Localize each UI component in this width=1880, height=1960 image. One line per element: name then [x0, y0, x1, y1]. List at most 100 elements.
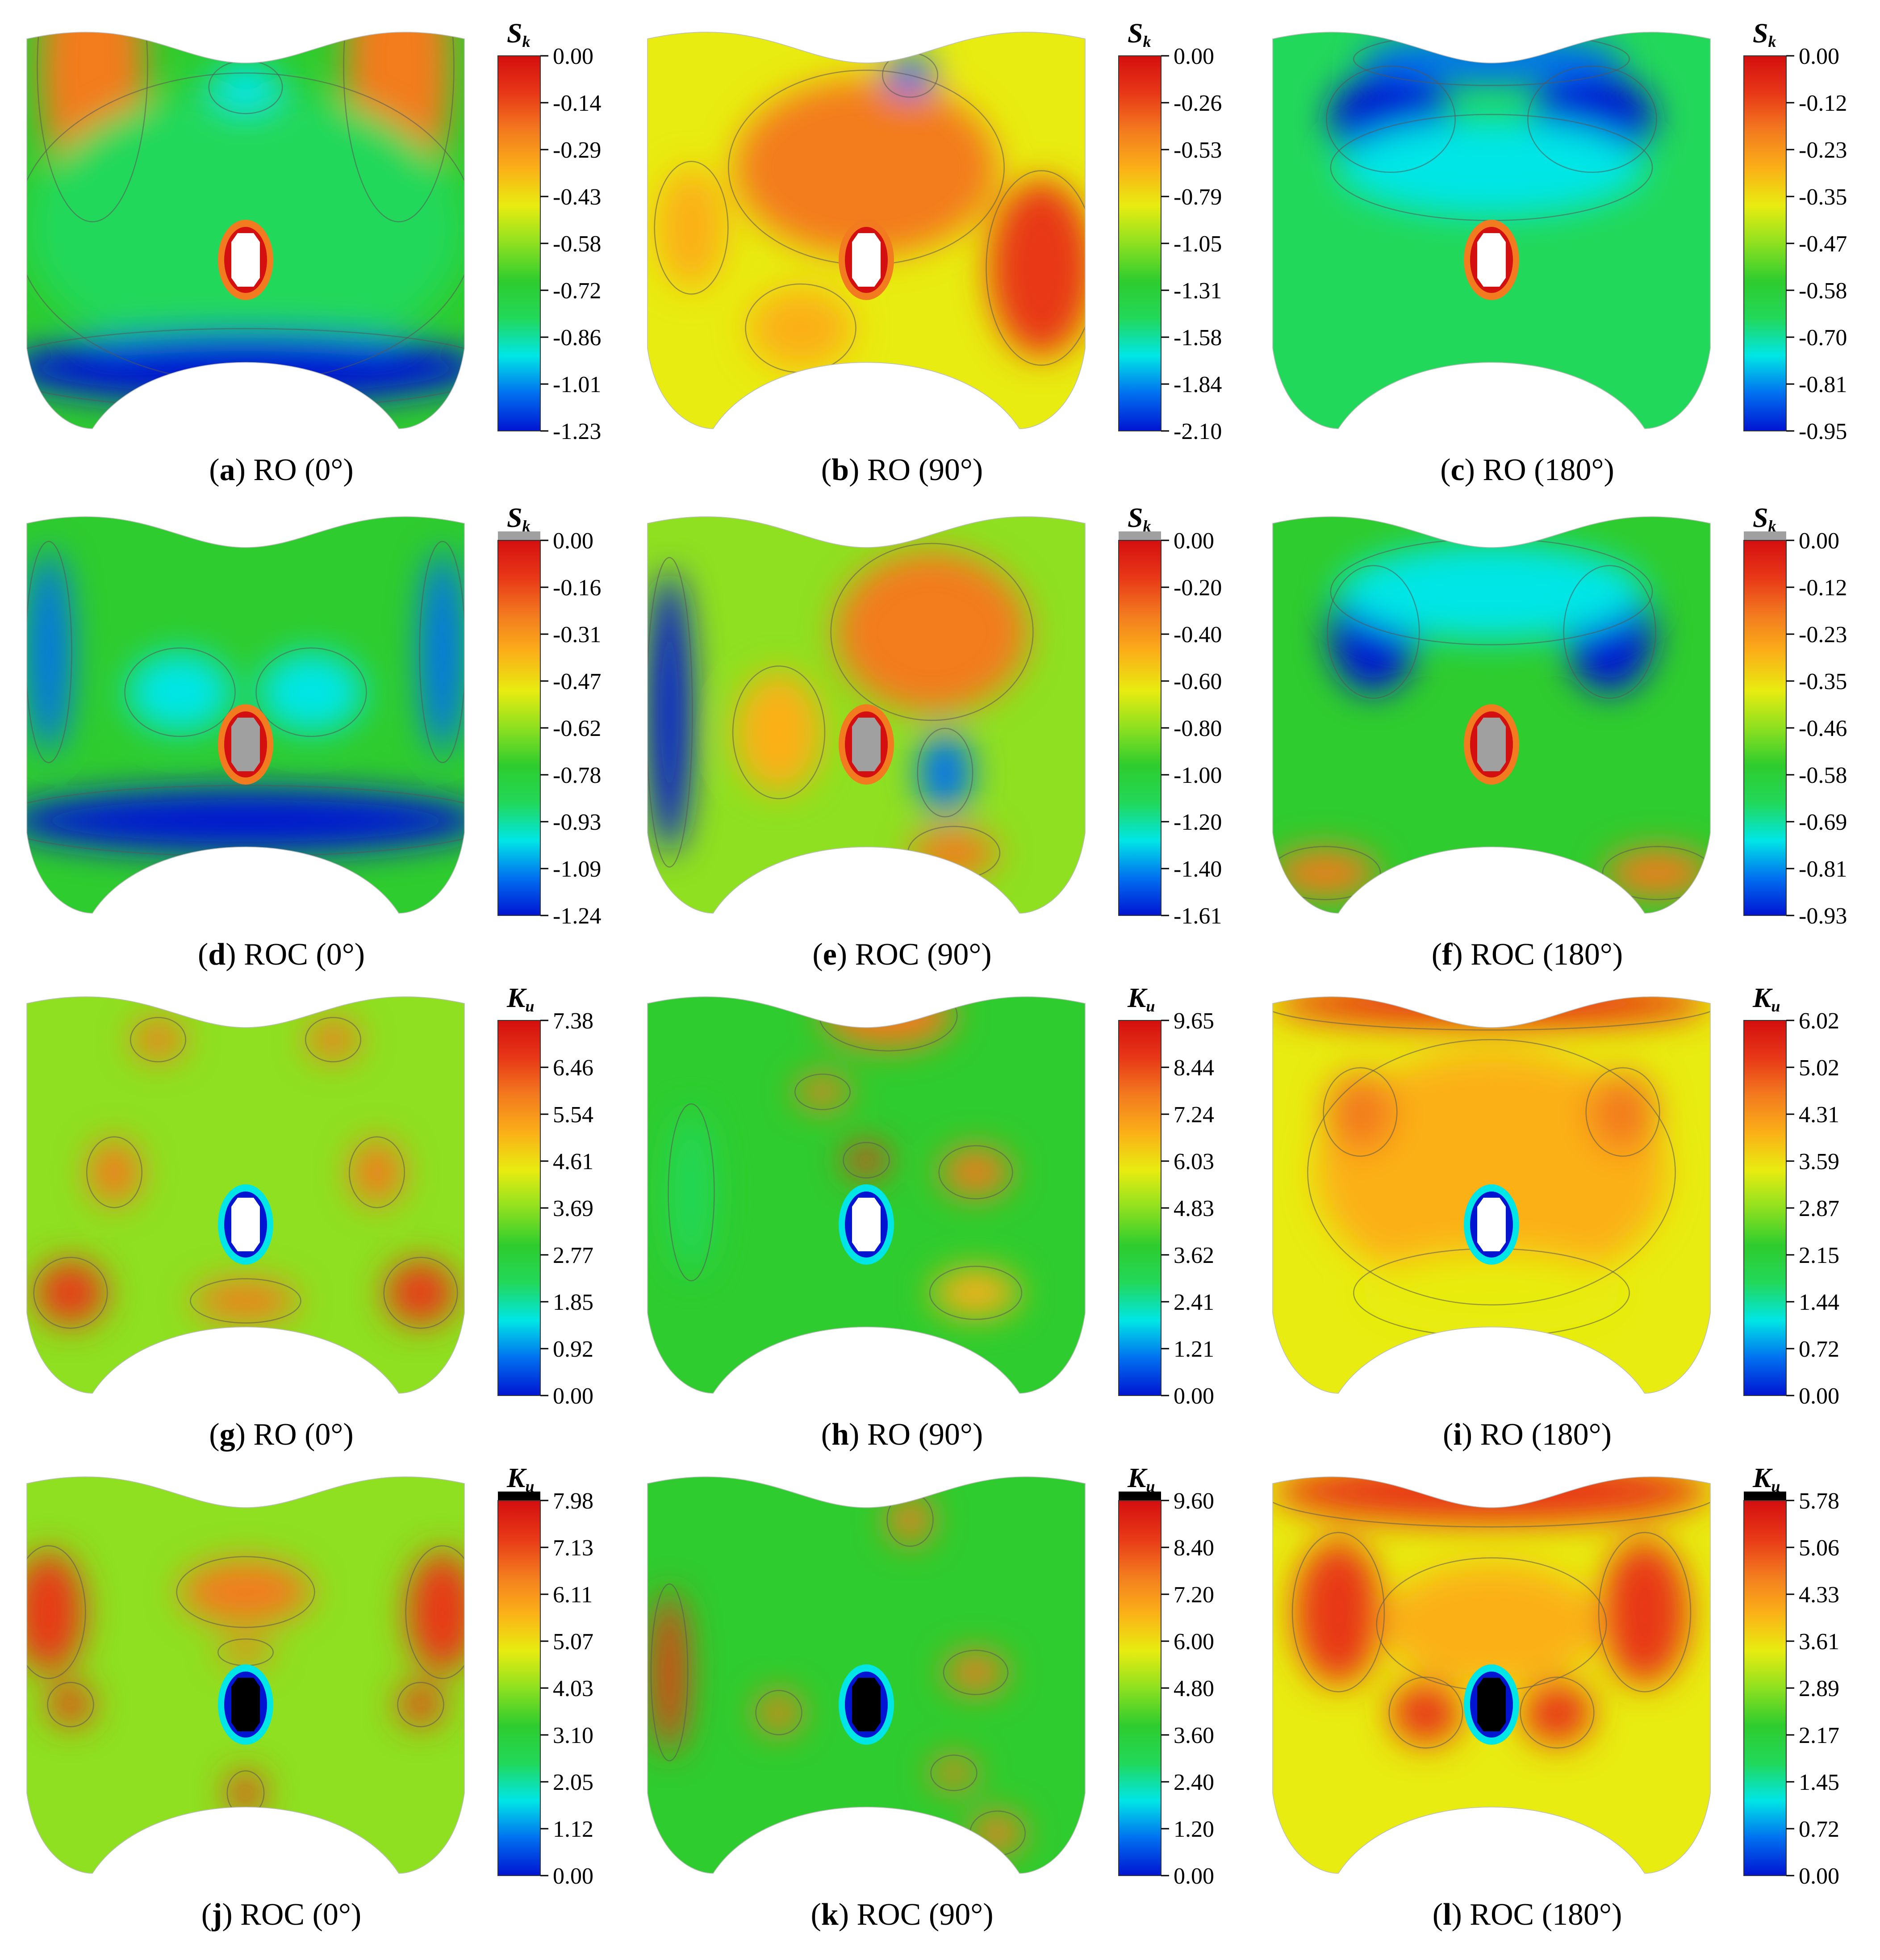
colorbar-cap: [1119, 531, 1161, 540]
colorbar-tick-label: 7.20: [1174, 1582, 1214, 1608]
colorbar-tick-label: 9.65: [1174, 1008, 1214, 1034]
symbol-main: S: [507, 503, 522, 533]
symbol-main: K: [1752, 1463, 1773, 1493]
colorbar-tick-label: 3.60: [1174, 1723, 1214, 1748]
colorbar-tick-label: -0.23: [1799, 138, 1847, 163]
field-region: [1391, 1680, 1461, 1745]
field-region: [49, 1684, 92, 1725]
colorbar-tick-label: -0.70: [1799, 325, 1847, 351]
colorbar-tick-label: 1.85: [553, 1290, 593, 1315]
field-region: [932, 1757, 976, 1789]
colorbar-tick-label: 3.62: [1174, 1243, 1214, 1268]
colorbar-cap: [1744, 531, 1786, 540]
colorbar-gradient: [1118, 55, 1161, 431]
colorbar-tick-label: 2.40: [1174, 1770, 1214, 1795]
colorbar: Ku 5.78 5.06 4.33 3.61 2.89 2.17 1.45 0.72 0.00: [1743, 1463, 1839, 1889]
colorbar-gradient: [497, 55, 541, 431]
panel-b: Sk 0.00 -0.26 -0.53 -0.79 -1.05 -1.31 -1.58 -1.8…: [647, 18, 1222, 487]
field-region: [796, 1076, 849, 1108]
field-region: [1605, 849, 1710, 897]
colorbar-tick-label: 0.92: [553, 1337, 593, 1362]
symbol-sub: k: [1768, 33, 1776, 50]
symbol-sub: u: [525, 1477, 534, 1495]
colorbar-tick-label: -0.12: [1799, 575, 1847, 601]
colorbar-tick-label: -0.35: [1799, 669, 1847, 694]
contour-line: [176, 1556, 315, 1628]
colorbar-tick-label: 6.02: [1799, 1008, 1839, 1034]
field-region: [385, 1261, 456, 1325]
colorbar-tick-label: 0.00: [553, 528, 593, 554]
colorbar: Ku 6.02 5.02 4.31 3.59 2.87 2.15 1.44 0.72 0.00: [1743, 983, 1839, 1409]
contour-line: [86, 1136, 142, 1208]
colorbar-tick-label: 7.98: [553, 1488, 593, 1514]
field-region: [652, 1592, 687, 1753]
map-outline: [1272, 516, 1711, 914]
symbol-sub: u: [1771, 1477, 1780, 1495]
colorbar-gradient: [1743, 1020, 1787, 1396]
colorbar-tick-label: -0.80: [1174, 716, 1222, 741]
contour-line: [37, 32, 148, 222]
field-region: [656, 167, 727, 288]
rivet-hole: [852, 1678, 881, 1731]
colorbar-tick-label: -0.93: [553, 810, 601, 835]
colorbar-symbol: Ku: [1127, 983, 1155, 1015]
panel-j: Ku 7.98 7.13 6.11 5.07 4.03 3.10 2.05 1.12 0.00 (j…: [26, 1463, 593, 1932]
colorbar-gradient: [1743, 55, 1787, 431]
map-outline: [1272, 32, 1711, 429]
contour-line: [1598, 1532, 1692, 1693]
colorbar-gradient: [1743, 540, 1787, 916]
colorbar-tick-label: -0.14: [553, 91, 601, 116]
contour-line: [1326, 65, 1456, 173]
colorbar-symbol: Sk: [1753, 18, 1776, 50]
colorbar-tick-label: -1.00: [1174, 763, 1222, 788]
colorbar-tick-label: -0.60: [1174, 669, 1222, 694]
contour-map: [27, 1476, 464, 1873]
field-region: [945, 1652, 1007, 1693]
panel-caption: (f) ROC (180°): [1432, 937, 1623, 972]
colorbar-gradient: [497, 540, 541, 916]
colorbar: Sk 0.00 -0.12 -0.23 -0.35 -0.46 -0.58 -0.69 -0.8…: [1743, 503, 1847, 929]
colorbar-tick-label: 0.00: [553, 1383, 593, 1409]
map-outline: [26, 996, 465, 1394]
contour-map: [648, 996, 1085, 1393]
contour-line: [1527, 65, 1657, 173]
contour-map: [648, 32, 1085, 429]
contour-line: [1307, 1039, 1676, 1306]
colorbar-tick-label: 6.00: [1174, 1629, 1214, 1655]
field-region: [1360, 1253, 1623, 1333]
field-region: [259, 652, 364, 732]
map-outline: [647, 32, 1086, 429]
panel-c: Sk 0.00 -0.12 -0.23 -0.35 -0.47 -0.58 -0.70 -0.8…: [1272, 18, 1847, 487]
contour-line: [929, 1266, 1023, 1320]
contour-line: [190, 1278, 301, 1324]
symbol-main: K: [506, 1463, 527, 1493]
colorbar-tick-label: 4.61: [553, 1149, 593, 1174]
colorbar-tick-label: 4.31: [1799, 1102, 1839, 1128]
symbol-sub: k: [522, 33, 530, 50]
contour-line: [1327, 565, 1420, 699]
contour-line: [938, 1145, 1013, 1199]
rivet-hole: [231, 1198, 260, 1251]
colorbar-tick-label: 2.41: [1174, 1290, 1214, 1315]
contour-line: [1388, 1676, 1463, 1749]
contour-line: [397, 1682, 444, 1727]
field-region: [1273, 849, 1378, 897]
colorbar-tick-label: -1.20: [1174, 810, 1222, 835]
contour-line: [383, 1257, 458, 1329]
contour-map: [27, 996, 464, 1393]
symbol-sub: u: [1771, 997, 1780, 1015]
colorbar-tick-label: -0.23: [1799, 622, 1847, 648]
symbol-main: S: [1128, 503, 1143, 533]
panel-caption: (b) RO (90°): [821, 453, 983, 487]
colorbar-tick-label: -0.95: [1799, 419, 1847, 444]
panel-caption: (i) RO (180°): [1443, 1417, 1612, 1452]
panel-k: Ku 9.60 8.40 7.20 6.00 4.80 3.60 2.40 1.20 0.00 (k…: [647, 1463, 1214, 1932]
rivet-hole: [852, 1198, 881, 1251]
rivet-hole: [231, 718, 260, 771]
colorbar-tick-label: 5.06: [1799, 1535, 1839, 1561]
contour-map: [1273, 996, 1710, 1393]
field-region: [1522, 1680, 1592, 1745]
field-region: [757, 1693, 801, 1733]
rivet-hole: [231, 1678, 260, 1731]
contour-map: [1273, 32, 1710, 429]
